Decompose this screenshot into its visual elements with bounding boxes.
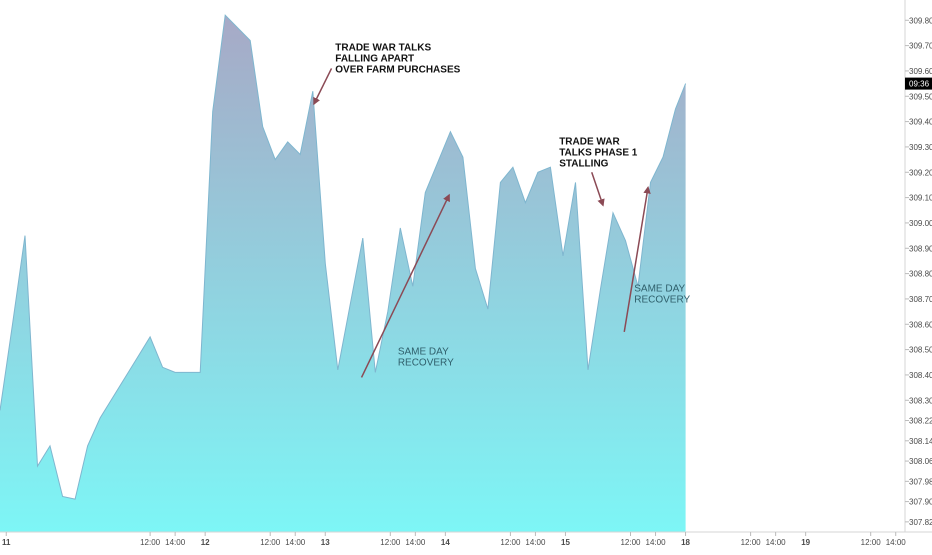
x-tick-label: 12:00 [620, 538, 641, 547]
x-tick-label: 12 [201, 538, 210, 547]
x-tick-label: 12:00 [260, 538, 281, 547]
x-tick-label: 12:00 [380, 538, 401, 547]
annotation-line: OVER FARM PURCHASES [335, 65, 460, 76]
y-tick-label: 309.60 [909, 67, 932, 76]
series-line[interactable] [0, 14, 687, 500]
x-tick-label: 14:00 [165, 538, 186, 547]
x-tick-label: 14:00 [405, 538, 426, 547]
annotation-arrow [623, 185, 651, 332]
y-tick-label: 309.40 [909, 118, 932, 127]
annotation-line: STALLING [559, 158, 608, 169]
y-tick-label: 308.50 [909, 346, 932, 355]
annotation-line: SAME DAY [634, 283, 685, 294]
price-badge [905, 77, 932, 90]
price-badge-label: 09:36 [909, 80, 930, 89]
y-tick-label: 307.98 [909, 477, 932, 486]
x-tick-label: 14:00 [886, 538, 907, 547]
x-tick-label: 12:00 [500, 538, 521, 547]
y-tick-label: 307.90 [909, 498, 932, 507]
y-tick-label: 308.70 [909, 295, 932, 304]
annotation-arrow [591, 172, 605, 207]
y-tick-label: 308.60 [909, 320, 932, 329]
annotation-label: SAME DAY RECOVERY [634, 283, 690, 305]
y-tick-label: 309.10 [909, 194, 932, 203]
x-tick-label: 14 [441, 538, 450, 547]
annotation-line: RECOVERY [398, 358, 454, 369]
x-tick-label: 14:00 [646, 538, 667, 547]
annotation-line: TRADE WAR TALKS [335, 43, 431, 54]
area-fill [0, 15, 686, 532]
plot-area [0, 14, 687, 532]
x-tick-label: 15 [561, 538, 570, 547]
annotation-arrow [360, 193, 450, 378]
y-tick-label: 307.82 [909, 518, 932, 527]
x-tick-label: 12:00 [140, 538, 161, 547]
y-tick-label: 309.50 [909, 92, 932, 101]
y-tick-label: 309.00 [909, 219, 932, 228]
y-tick-label: 308.90 [909, 244, 932, 253]
annotation-label: TRADE WAR TALKS PHASE 1 STALLING [559, 136, 638, 169]
annotation-label: SAME DAY RECOVERY [398, 347, 454, 369]
x-tick-label: 14:00 [285, 538, 306, 547]
y-tick-label: 308.06 [909, 457, 932, 466]
y-tick-label: 308.40 [909, 371, 932, 380]
y-tick-label: 309.70 [909, 42, 932, 51]
annotation-line: SAME DAY [398, 347, 449, 358]
annotation-line: TRADE WAR [559, 136, 620, 147]
annotation-line: FALLING APART [335, 54, 414, 65]
y-tick-label: 308.30 [909, 396, 932, 405]
y-tick-label: 309.20 [909, 168, 932, 177]
x-tick-label: 14:00 [525, 538, 546, 547]
y-tick-label: 308.22 [909, 417, 932, 426]
x-tick-label: 12:00 [741, 538, 762, 547]
annotation-arrow [313, 68, 333, 106]
y-tick-label: 309.80 [909, 16, 932, 25]
x-tick-label: 11 [2, 538, 11, 547]
y-axis[interactable]: 309.80 309.70 309.60 309.50 309.40 309.30 309.… [905, 16, 932, 527]
y-tick-label: 309.30 [909, 143, 932, 152]
annotations: TRADE WAR TALKS FALLING APART OVER FARM PU… [313, 43, 691, 378]
x-tick-label: 12:00 [861, 538, 882, 547]
x-tick-label: 18 [681, 538, 690, 547]
annotation-line: TALKS PHASE 1 [559, 147, 638, 158]
x-tick-label: 13 [321, 538, 330, 547]
y-tick-label: 308.80 [909, 270, 932, 279]
annotation-label: TRADE WAR TALKS FALLING APART OVER FARM PU… [335, 43, 460, 76]
price-badge-group: 09:36 [905, 77, 932, 90]
x-tick-label: 14:00 [766, 538, 787, 547]
annotation-line: RECOVERY [634, 294, 690, 305]
y-tick-label: 308.14 [909, 437, 932, 446]
x-tick-label: 19 [801, 538, 810, 547]
x-axis[interactable]: 11 12:00 14:00 12 12:00 14:00 13 12:00 14:00 14 12… [2, 532, 906, 547]
